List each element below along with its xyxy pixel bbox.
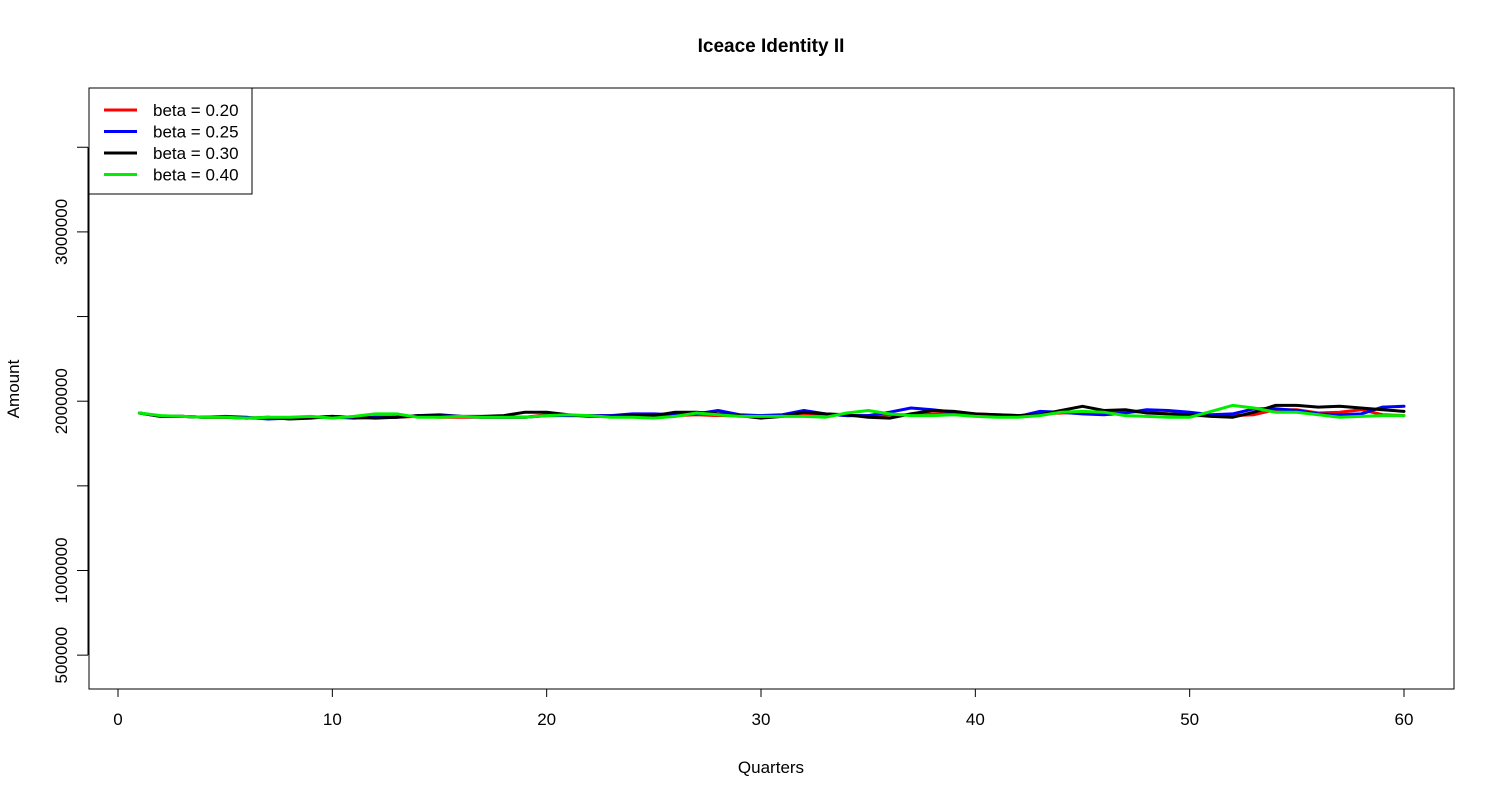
x-tick-label: 50	[1180, 710, 1199, 729]
legend-label: beta = 0.30	[153, 144, 239, 163]
y-tick-label: 1000000	[52, 537, 71, 603]
x-tick-label: 20	[537, 710, 556, 729]
y-tick-label: 3000000	[52, 199, 71, 265]
x-tick-label: 60	[1395, 710, 1414, 729]
y-axis-label: Amount	[4, 359, 23, 418]
legend-label: beta = 0.20	[153, 101, 239, 120]
x-tick-label: 40	[966, 710, 985, 729]
y-tick-label: 2000000	[52, 368, 71, 434]
x-tick-label: 10	[323, 710, 342, 729]
chart-title: Iceace Identity II	[698, 36, 845, 57]
plot-area-frame	[88, 87, 1455, 690]
series-layer	[137, 403, 1406, 421]
y-tick-label: 500000	[52, 627, 71, 684]
x-tick-label: 30	[752, 710, 771, 729]
y-axis: 500000 1000000 2000000 3000000	[52, 146, 89, 684]
x-tick-label: 0	[113, 710, 122, 729]
legend: beta = 0.20 beta = 0.25 beta = 0.30 beta = …	[88, 87, 253, 195]
legend-label: beta = 0.40	[153, 166, 239, 185]
x-axis: 0 10 20 30 40 50 60	[113, 688, 1414, 729]
legend-label: beta = 0.25	[153, 123, 239, 142]
series-line	[137, 403, 1406, 420]
x-axis-label: Quarters	[738, 758, 804, 777]
legend-box	[88, 87, 253, 195]
